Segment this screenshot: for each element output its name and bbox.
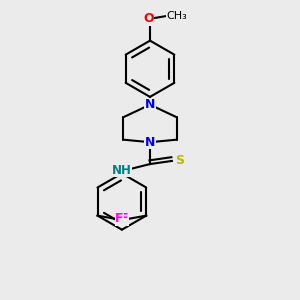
Text: CH₃: CH₃ xyxy=(166,11,187,21)
Text: N: N xyxy=(145,136,155,149)
Text: F: F xyxy=(115,212,124,225)
Text: N: N xyxy=(145,98,155,111)
Text: NH: NH xyxy=(112,164,132,177)
Text: F: F xyxy=(120,212,129,225)
Text: O: O xyxy=(143,12,154,25)
Text: S: S xyxy=(175,154,184,167)
